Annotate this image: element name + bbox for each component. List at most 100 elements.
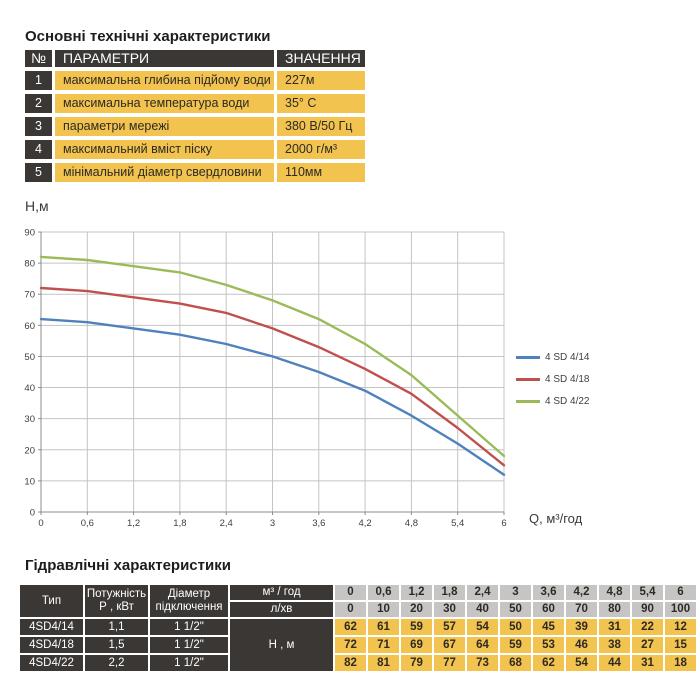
hydro-head-value: 22 bbox=[632, 619, 663, 635]
hydro-flow-m3-value: 3 bbox=[500, 585, 531, 600]
spec-row-param: мінімальний діаметр свердловини bbox=[55, 163, 274, 182]
hydro-row-power: 1,1 bbox=[85, 619, 148, 635]
spec-col-header-param: ПАРАМЕТРИ bbox=[55, 50, 274, 67]
spec-row-number: 4 bbox=[25, 140, 52, 159]
hydro-head-value: 15 bbox=[665, 637, 696, 653]
hydro-table: Тип Потужність Р , кВт Діаметр підключення м³… bbox=[20, 585, 696, 671]
hydro-flow-m3-value: 4,8 bbox=[599, 585, 630, 600]
hydro-header-flow-m3: м³ / год bbox=[230, 585, 333, 600]
legend-color-swatch bbox=[516, 399, 540, 403]
hydro-head-value: 39 bbox=[566, 619, 597, 635]
hydro-head-value: 62 bbox=[335, 619, 366, 635]
hydro-flow-lmin-value: 80 bbox=[599, 602, 630, 617]
hydro-flow-m3-value: 0 bbox=[335, 585, 366, 600]
hydro-row-diameter: 1 1/2" bbox=[150, 637, 228, 653]
hydro-head-value: 61 bbox=[368, 619, 399, 635]
hydro-head-value: 31 bbox=[632, 655, 663, 671]
hydro-row-type: 4SD4/22 bbox=[20, 655, 83, 671]
hydro-head-value: 54 bbox=[566, 655, 597, 671]
spec-row-param: максимальна глибина підйому води bbox=[55, 71, 274, 90]
hydro-row-diameter: 1 1/2" bbox=[150, 619, 228, 635]
gridlines bbox=[41, 231, 505, 512]
hydro-head-value: 79 bbox=[401, 655, 432, 671]
hydro-flow-lmin-value: 70 bbox=[566, 602, 597, 617]
axes bbox=[38, 231, 505, 515]
hydro-flow-m3-value: 2,4 bbox=[467, 585, 498, 600]
spec-row-number: 3 bbox=[25, 117, 52, 136]
series-line-4-sd-4-22 bbox=[39, 255, 506, 458]
spec-row-value: 227м bbox=[277, 71, 365, 90]
hydro-head-value: 81 bbox=[368, 655, 399, 671]
hydro-header-type: Тип bbox=[20, 585, 83, 617]
chart-y-axis-label: Н,м bbox=[25, 198, 49, 214]
y-tick-labels: 0 10 20 30 40 50 60 70 80 90 bbox=[24, 228, 35, 519]
hydro-flow-lmin-value: 0 bbox=[335, 602, 366, 617]
hydro-flow-m3-value: 3,6 bbox=[533, 585, 564, 600]
hydro-head-value: 59 bbox=[500, 637, 531, 653]
svg-text:30: 30 bbox=[24, 414, 35, 425]
hydro-flow-lmin-value: 10 bbox=[368, 602, 399, 617]
svg-text:3,6: 3,6 bbox=[312, 518, 325, 529]
hydro-flow-lmin-value: 60 bbox=[533, 602, 564, 617]
svg-text:70: 70 bbox=[24, 290, 35, 301]
hydro-row-power: 1,5 bbox=[85, 637, 148, 653]
svg-text:60: 60 bbox=[24, 321, 35, 332]
spec-col-header-value: ЗНАЧЕННЯ bbox=[277, 50, 365, 67]
svg-text:4,8: 4,8 bbox=[405, 518, 418, 529]
hydro-row-type: 4SD4/18 bbox=[20, 637, 83, 653]
hydro-head-value: 54 bbox=[467, 619, 498, 635]
series-line-4-sd-4-18 bbox=[39, 286, 506, 467]
pump-curves-chart: 0 10 20 30 40 50 60 70 80 90 0 0,6 1,2 1,8 2,4 3 3,6 4,2 4… bbox=[24, 228, 506, 530]
hydro-flow-lmin-value: 40 bbox=[467, 602, 498, 617]
hydro-flow-m3-value: 6 bbox=[665, 585, 696, 600]
svg-text:40: 40 bbox=[24, 383, 35, 394]
section2-title: Гідравлічні характеристики bbox=[25, 557, 231, 574]
hydro-head-unit-label: Н , м bbox=[230, 619, 333, 671]
hydro-row-diameter: 1 1/2" bbox=[150, 655, 228, 671]
spec-table: № ПАРАМЕТРИ ЗНАЧЕННЯ 1 максимальна глибина п… bbox=[25, 50, 368, 182]
hydro-head-value: 53 bbox=[533, 637, 564, 653]
svg-text:4,2: 4,2 bbox=[358, 518, 371, 529]
hydro-flow-lmin-value: 50 bbox=[500, 602, 531, 617]
legend-color-swatch bbox=[516, 377, 540, 381]
svg-text:10: 10 bbox=[24, 476, 35, 487]
svg-text:3: 3 bbox=[270, 518, 275, 529]
spec-row-value: 35° С bbox=[277, 94, 365, 113]
legend-label: 4 SD 4/18 bbox=[545, 373, 590, 385]
svg-text:2,4: 2,4 bbox=[220, 518, 233, 529]
section1-title: Основні технічні характеристики bbox=[25, 28, 271, 45]
hydro-header-diameter-line2: підключення bbox=[155, 601, 223, 613]
hydro-head-value: 59 bbox=[401, 619, 432, 635]
spec-row-param: параметри мережі bbox=[55, 117, 274, 136]
hydro-head-value: 50 bbox=[500, 619, 531, 635]
legend-label: 4 SD 4/14 bbox=[545, 351, 590, 363]
series-line-4-sd-4-14 bbox=[39, 317, 506, 476]
svg-text:20: 20 bbox=[24, 445, 35, 456]
hydro-flow-m3-value: 0,6 bbox=[368, 585, 399, 600]
svg-text:6: 6 bbox=[501, 518, 506, 529]
hydro-header-power-line2: Р , кВт bbox=[99, 601, 134, 613]
hydro-head-value: 82 bbox=[335, 655, 366, 671]
legend-label: 4 SD 4/22 bbox=[545, 395, 590, 407]
hydro-row-power: 2,2 bbox=[85, 655, 148, 671]
hydro-flow-m3-value: 1,8 bbox=[434, 585, 465, 600]
chart-x-axis-label: Q, м³/год bbox=[529, 511, 583, 526]
hydro-head-value: 77 bbox=[434, 655, 465, 671]
hydro-header-flow-lmin: л/хв bbox=[230, 602, 333, 617]
hydro-head-value: 62 bbox=[533, 655, 564, 671]
hydro-head-value: 69 bbox=[401, 637, 432, 653]
hydro-head-value: 67 bbox=[434, 637, 465, 653]
hydro-head-value: 31 bbox=[599, 619, 630, 635]
hydro-flow-lmin-value: 20 bbox=[401, 602, 432, 617]
hydro-head-value: 73 bbox=[467, 655, 498, 671]
series-lines bbox=[39, 255, 506, 476]
spec-row-value: 2000 г/м³ bbox=[277, 140, 365, 159]
legend-item: 4 SD 4/22 bbox=[516, 390, 589, 412]
x-tick-labels: 0 0,6 1,2 1,8 2,4 3 3,6 4,2 4,8 5,4 6 bbox=[38, 518, 506, 529]
legend-color-swatch bbox=[516, 355, 540, 359]
svg-text:0,6: 0,6 bbox=[81, 518, 94, 529]
hydro-head-value: 57 bbox=[434, 619, 465, 635]
hydro-head-value: 64 bbox=[467, 637, 498, 653]
hydro-head-value: 18 bbox=[665, 655, 696, 671]
spec-row-number: 1 bbox=[25, 71, 52, 90]
